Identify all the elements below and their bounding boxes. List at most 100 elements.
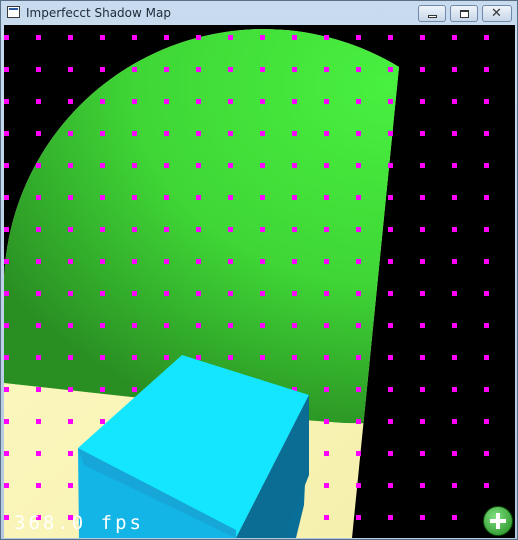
sample-point (484, 99, 489, 104)
sample-point (484, 227, 489, 232)
sample-point (388, 99, 393, 104)
title-bar[interactable]: Imperfecct Shadow Map ✕ (1, 1, 517, 25)
sample-point (132, 227, 137, 232)
sample-point (100, 291, 105, 296)
sample-point (100, 419, 105, 424)
sample-point (68, 419, 73, 424)
sample-point (132, 131, 137, 136)
sample-point (324, 323, 329, 328)
sample-point (484, 387, 489, 392)
sample-point (324, 483, 329, 488)
close-button[interactable]: ✕ (482, 5, 512, 22)
sample-point (324, 451, 329, 456)
sample-point (292, 355, 297, 360)
sample-point (36, 163, 41, 168)
sample-point (132, 67, 137, 72)
sample-point (356, 451, 361, 456)
sample-point (4, 35, 9, 40)
sample-point (388, 67, 393, 72)
maximize-icon (460, 10, 469, 18)
sample-point (132, 355, 137, 360)
sample-point (36, 131, 41, 136)
maximize-button[interactable] (450, 5, 478, 22)
sample-point (356, 227, 361, 232)
sample-point (292, 291, 297, 296)
sample-point (420, 163, 425, 168)
sample-point (100, 259, 105, 264)
sample-point (324, 515, 329, 520)
sample-point (196, 35, 201, 40)
sample-point (68, 291, 73, 296)
minimize-button[interactable] (418, 5, 446, 22)
sample-point (100, 99, 105, 104)
sample-point (36, 259, 41, 264)
sample-point (196, 67, 201, 72)
sample-point (36, 195, 41, 200)
sample-point (356, 483, 361, 488)
sample-point (292, 195, 297, 200)
sample-point (420, 451, 425, 456)
render-viewport[interactable]: 368.0 fps (4, 25, 515, 538)
sample-point (228, 67, 233, 72)
sample-point (388, 163, 393, 168)
sample-point (484, 195, 489, 200)
sample-point (388, 35, 393, 40)
sample-point (452, 355, 457, 360)
sample-point (4, 227, 9, 232)
sample-point (324, 227, 329, 232)
sample-point (324, 195, 329, 200)
sample-point (452, 291, 457, 296)
sample-point (100, 355, 105, 360)
sample-point (4, 67, 9, 72)
sample-point (324, 355, 329, 360)
sample-point (260, 195, 265, 200)
sample-point (164, 291, 169, 296)
sample-point (36, 355, 41, 360)
sample-point (452, 323, 457, 328)
sample-point (292, 99, 297, 104)
sample-point (452, 387, 457, 392)
sample-point (356, 323, 361, 328)
sample-point (132, 163, 137, 168)
cube-right-side (236, 395, 309, 538)
sample-point (388, 323, 393, 328)
sample-point (228, 163, 233, 168)
sample-point (484, 259, 489, 264)
sample-point (388, 355, 393, 360)
sample-point (420, 131, 425, 136)
sample-point (100, 131, 105, 136)
sample-point (484, 131, 489, 136)
sample-point (196, 323, 201, 328)
sample-point (356, 67, 361, 72)
sample-point (292, 259, 297, 264)
sample-point (4, 483, 9, 488)
sample-point (196, 291, 201, 296)
sample-point (36, 291, 41, 296)
sample-point (324, 163, 329, 168)
sample-point (228, 355, 233, 360)
sample-point (388, 195, 393, 200)
sample-point (356, 515, 361, 520)
sample-point (100, 35, 105, 40)
sample-point (484, 451, 489, 456)
sample-point (4, 451, 9, 456)
sample-point (228, 35, 233, 40)
sample-point (132, 323, 137, 328)
add-button[interactable] (483, 506, 513, 536)
sample-point (452, 227, 457, 232)
sample-point (4, 291, 9, 296)
sample-point (420, 419, 425, 424)
sample-point (68, 515, 73, 520)
sample-point (356, 163, 361, 168)
sample-point (356, 131, 361, 136)
sample-point (36, 227, 41, 232)
sample-point (4, 195, 9, 200)
sample-point (4, 131, 9, 136)
sample-point (132, 259, 137, 264)
sample-point (36, 483, 41, 488)
minimize-icon (428, 15, 437, 18)
sample-point (196, 195, 201, 200)
sample-point (100, 195, 105, 200)
sample-point (388, 483, 393, 488)
sample-point (36, 451, 41, 456)
